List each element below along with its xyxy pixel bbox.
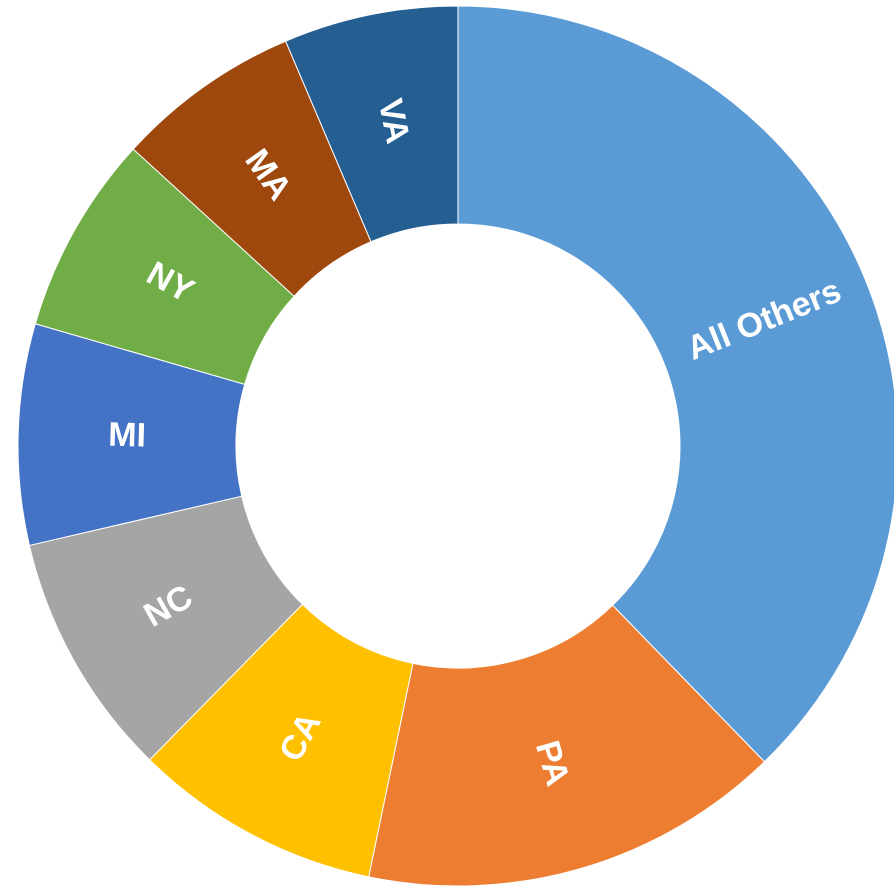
donut-slice: [284, 5, 459, 243]
donut-slice: [368, 604, 766, 887]
slice-label: VA: [371, 96, 417, 147]
slice-label: MI: [108, 416, 147, 455]
donut-slice: [457, 5, 894, 763]
